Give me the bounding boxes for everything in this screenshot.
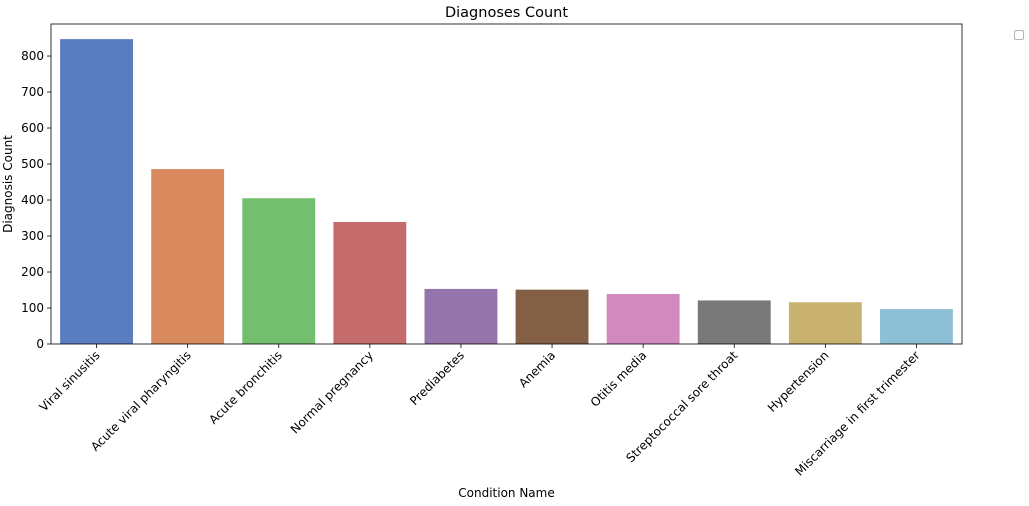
y-tick-label: 300 (21, 229, 44, 243)
bar-8 (697, 300, 771, 344)
y-tick-label: 100 (21, 301, 44, 315)
bar-5 (424, 288, 498, 344)
x-axis-title: Condition Name (458, 486, 554, 500)
x-tick-label: Anemia (516, 348, 558, 390)
bar-2 (151, 169, 225, 344)
bar-3 (242, 198, 316, 344)
chart-title: Diagnoses Count (445, 5, 568, 21)
x-tick-label: Acute viral pharyngitis (88, 348, 194, 454)
y-tick-label: 400 (21, 193, 44, 207)
bar-4 (333, 221, 407, 344)
x-tick-label: Acute bronchitis (206, 348, 285, 427)
y-tick-label: 0 (36, 337, 44, 351)
y-tick-label: 600 (21, 121, 44, 135)
bar-10 (880, 309, 953, 344)
y-tick-label: 700 (21, 85, 44, 99)
legend-box (1014, 30, 1024, 40)
plot-frame (50, 23, 963, 345)
x-tick-label: Normal pregnancy (288, 348, 376, 436)
bar-9 (788, 302, 862, 344)
y-axis-title: Diagnosis Count (1, 135, 15, 233)
x-tick-label: Prediabetes (407, 348, 467, 408)
x-tick-label: Otitis media (588, 348, 649, 409)
bar-6 (515, 289, 589, 344)
y-tick-label: 500 (21, 157, 44, 171)
bars (60, 39, 953, 345)
x-tick-label: Hypertension (765, 348, 832, 415)
x-tick-label: Viral sinusitis (37, 348, 103, 414)
bar-1 (60, 39, 133, 345)
y-tick-label: 800 (21, 49, 44, 63)
y-tick-label: 200 (21, 265, 44, 279)
y-axis: 0 100 200 300 400 500 600 700 800 (21, 49, 51, 351)
bar-7 (606, 293, 680, 344)
